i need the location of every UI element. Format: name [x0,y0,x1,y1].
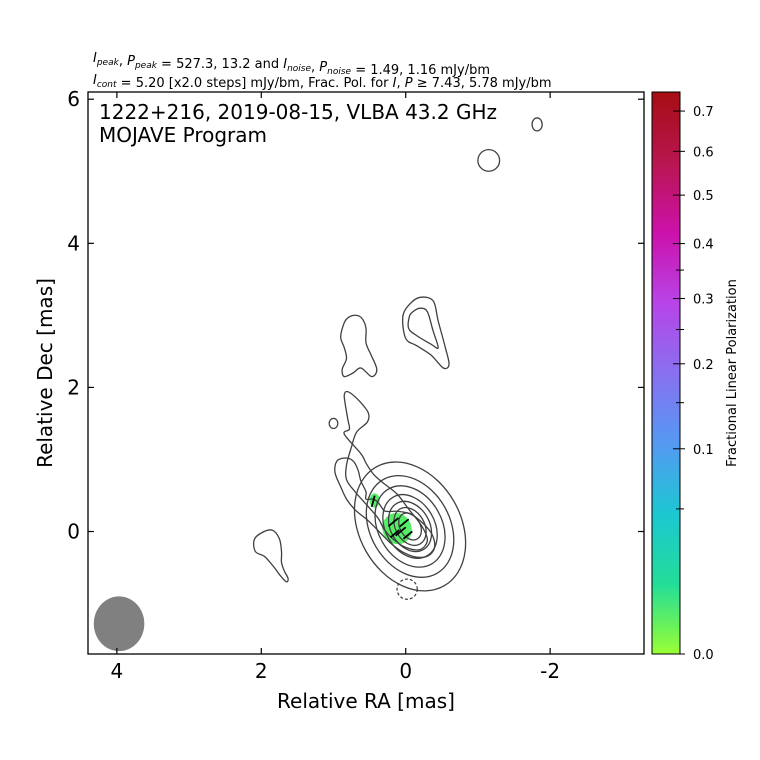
plot-background [88,92,644,654]
beam-ellipse [93,596,145,652]
core-contour [365,474,455,578]
header-subscript: noise [327,67,351,77]
header-text: = 5.20 [x2.0 steps] mJy/bm, Frac. Pol. f… [117,76,393,91]
colorbar-tick-label: 0.2 [693,358,714,373]
colorbar-tick-label: 0.5 [693,189,714,204]
contour-layer [93,117,543,652]
header-text: P [319,60,327,75]
evpa-vector [399,518,410,528]
header-text: I [393,76,397,91]
x-axis-label: Relative RA [mas] [277,689,455,713]
header-subscript: peak [134,61,158,71]
chart-header: Ipeak, Ppeak = 527.3, 13.2 and Inoise, P… [93,51,552,91]
x-tick-label: 0 [399,659,412,683]
header-subscript: peak [96,58,120,68]
jet-outer [343,390,429,551]
colorbar-tick-label: 0.4 [693,238,714,253]
knot-contour [328,417,339,430]
negative-contour [396,578,418,600]
header-text: I [93,51,97,66]
core-contour [374,485,446,568]
plot-title-line-1: 1222+216, 2019-08-15, VLBA 43.2 GHz [99,100,497,124]
core-contour [353,461,467,592]
evpa-vector [395,526,407,537]
header-text: P [127,54,135,69]
y-tick-label: 6 [67,87,80,111]
plot-frame [87,91,645,655]
header-text: , [311,60,319,75]
colorbar-ticks: 0.0 0.1 0.2 0.3 0.4 0.5 0.6 0.7 [673,105,714,663]
colorbar-tick-label: 0.7 [693,105,714,120]
colorbar-tick-label: 0.0 [693,648,714,663]
colorbar-tick-label: 0.3 [693,293,714,308]
header-text: ≥ 7.43, 5.78 mJy/bm [413,76,552,91]
colorbar-tick-label: 0.1 [693,443,714,458]
colorbar: 0.0 0.1 0.2 0.3 0.4 0.5 0.6 0.7 Fractional Line… [651,91,740,663]
axis-ticks: 4 2 0 -2 0 2 4 6 [67,87,644,683]
evpa-vector [370,495,376,508]
y-tick-label: 2 [67,375,80,399]
evpa-vector [387,517,399,528]
header-subscript: cont [97,80,117,90]
colorbar-label: Fractional Linear Polarization [725,279,740,467]
header-text: , [119,54,127,69]
y-tick-label: 4 [67,231,80,255]
north-tiny-blob [531,117,543,132]
north-blob [340,314,378,378]
evpa-vector [402,530,413,540]
colorbar-tick-label: 0.6 [693,145,714,160]
colorbar-gradient [651,91,681,655]
x-tick-label: 2 [255,659,268,683]
x-tick-label: -2 [540,659,560,683]
evpa-vector [389,529,400,539]
y-tick-label: 0 [67,520,80,544]
west-blob [252,529,289,583]
header-text: = 527.3, 13.2 and [157,57,283,72]
header-text: , [397,76,405,91]
north-small-blob [477,148,501,172]
plot-area: 4 2 0 -2 0 2 4 6 1222+216, 2019-08-15, VLBA 43.… [67,87,645,683]
header-text: I [93,73,97,88]
header-text: I [283,57,287,72]
northeast-blob-outer [402,296,450,370]
header-line-2: Icont = 5.20 [x2.0 steps] mJy/bm, Frac. … [93,73,552,91]
y-axis-label: Relative Dec [mas] [33,278,57,468]
header-line-1: Ipeak, Ppeak = 527.3, 13.2 and Inoise, P… [93,51,490,78]
header-text: = 1.49, 1.16 mJy/bm [351,63,490,78]
northeast-blob-inner [407,307,439,350]
plot-title-line-2: MOJAVE Program [99,123,267,147]
header-subscript: noise [287,64,311,74]
core-contour [382,494,438,559]
header-text: P [405,76,413,91]
x-tick-label: 4 [111,659,124,683]
